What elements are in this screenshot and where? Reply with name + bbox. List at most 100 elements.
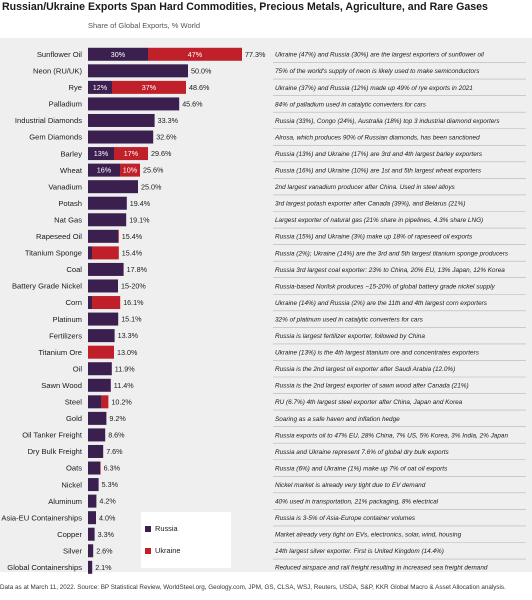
annotation-neon-ru-uk: 75% of the world's supply of neon is lik… — [275, 68, 480, 75]
bar-ukraine-titanium-sponge — [92, 246, 119, 260]
category-label-battery-grade-nickel: Battery Grade Nickel — [12, 282, 82, 291]
annotation-industrial-diamonds: Russia (33%), Congo (24%), Australia (18… — [275, 118, 500, 125]
bar-russia-sunflower-oil — [88, 47, 148, 61]
bar-russia-fertilizers — [88, 329, 115, 343]
category-label-nickel: Nickel — [61, 480, 82, 489]
value-label-dry-bulk-freight: 7.6% — [106, 447, 123, 456]
segment-label-ukraine-barley: 17% — [124, 149, 139, 158]
annotation-vanadium: 2nd largest vanadium producer after Chin… — [274, 184, 456, 191]
bar-ukraine-titanium-ore — [88, 345, 114, 359]
legend-item-russia: Russia — [145, 524, 178, 533]
category-label-oil-tanker-freight: Oil Tanker Freight — [22, 431, 83, 440]
bar-russia-palladium — [88, 97, 180, 111]
chart-subtitle: Share of Global Exports, % World — [88, 21, 200, 30]
category-label-titanium-ore: Titanium Ore — [38, 348, 82, 357]
bar-russia-vanadium — [88, 180, 138, 194]
category-label-nat-gas: Nat Gas — [54, 215, 82, 224]
bar-ukraine-corn — [92, 296, 121, 310]
bar-russia-oil — [88, 362, 112, 376]
bar-russia-gold — [88, 411, 107, 425]
annotation-titanium-sponge: Russia (2%); Ukraine (14%) are the 3rd a… — [275, 250, 509, 257]
bar-russia-potash — [88, 196, 127, 210]
bar-russia-silver — [88, 544, 94, 558]
value-label-neon-ru-uk: 50.0% — [191, 66, 212, 75]
value-label-coal: 17.8% — [127, 265, 148, 274]
annotation-sawn-wood: Russia is the 2nd largest exporter of sa… — [275, 383, 469, 390]
bar-ukraine-oats — [100, 461, 101, 475]
category-label-titanium-sponge: Titanium Sponge — [25, 249, 82, 258]
bar-russia-coal — [88, 262, 124, 276]
annotation-oil-tanker-freight: Russia exports oil to 47% EU, 28% China,… — [275, 432, 508, 439]
value-label-copper: 3.3% — [98, 530, 115, 539]
chart-title: Russian/Ukraine Exports Span Hard Commod… — [2, 1, 488, 13]
bar-russia-gem-diamonds — [88, 130, 154, 144]
annotation-copper: Market already very tight on EVs, electr… — [275, 532, 462, 539]
value-label-nickel: 5.3% — [102, 480, 119, 489]
value-label-industrial-diamonds: 33.3% — [158, 116, 179, 125]
value-label-oats: 6.3% — [104, 464, 121, 473]
category-label-sunflower-oil: Sunflower Oil — [37, 50, 82, 59]
category-label-rye: Rye — [68, 83, 82, 92]
annotation-corn: Ukraine (14%) and Russia (2%) are the 11… — [275, 300, 488, 307]
value-label-potash: 19.4% — [130, 199, 151, 208]
annotation-gold: Soaring as a safe haven and inflation he… — [275, 416, 400, 423]
category-label-oil: Oil — [73, 364, 83, 373]
value-label-silver: 2.6% — [96, 546, 113, 555]
bar-russia-rapeseed-oil — [88, 229, 118, 243]
segment-label-ukraine-sunflower-oil: 47% — [188, 50, 203, 59]
bar-russia-asia-eu-containerships — [88, 511, 96, 525]
category-label-silver: Silver — [63, 546, 82, 555]
annotation-silver: 14th largest silver exporter. First is U… — [275, 548, 444, 555]
bar-russia-industrial-diamonds — [88, 113, 155, 127]
bar-russia-steel — [88, 395, 102, 409]
category-label-fertilizers: Fertilizers — [49, 331, 82, 340]
value-label-global-containerships: 2.1% — [95, 563, 112, 572]
category-label-gold: Gold — [66, 414, 82, 423]
annotation-asia-eu-containerships: Russia is 3-5% of Asia-Europe container … — [275, 515, 416, 522]
bar-russia-neon-ru-uk — [88, 64, 188, 78]
annotation-rye: Ukraine (37%) and Russia (12%) made up 4… — [275, 85, 473, 92]
bar-russia-sawn-wood — [88, 378, 111, 392]
category-label-platinum: Platinum — [52, 315, 82, 324]
legend-swatch-russia — [145, 525, 151, 532]
bar-ukraine-rapeseed-oil — [118, 229, 119, 243]
bar-russia-oil-tanker-freight — [88, 428, 106, 442]
annotation-global-containerships: Reduced airspace and rail freight result… — [275, 565, 488, 572]
segment-label-russia-barley: 13% — [94, 149, 109, 158]
footnote: Data as at March 11, 2022. Source: BP St… — [0, 584, 506, 591]
legend-label-ukraine: Ukraine — [155, 546, 181, 555]
category-label-rapeseed-oil: Rapeseed Oil — [36, 232, 82, 241]
category-label-palladium: Palladium — [49, 100, 82, 109]
bar-russia-wheat — [88, 163, 120, 177]
annotation-battery-grade-nickel: Russia-based Norilsk produces ~15-20% of… — [275, 283, 496, 290]
segment-label-ukraine-wheat: 10% — [123, 166, 138, 175]
annotation-barley: Russia (13%) and Ukraine (17%) are 3rd a… — [275, 151, 483, 158]
annotation-sunflower-oil: Ukraine (47%) and Russia (30%) are the l… — [275, 52, 484, 59]
value-label-gem-diamonds: 32.6% — [156, 133, 177, 142]
category-label-copper: Copper — [57, 530, 82, 539]
category-label-neon-ru-uk: Neon (RU/UK) — [33, 67, 82, 76]
annotation-platinum: 32% of platinum used in catalytic conver… — [275, 316, 424, 323]
value-label-rye: 48.6% — [189, 83, 210, 92]
bar-ukraine-wheat — [120, 163, 140, 177]
bar-russia-copper — [88, 527, 95, 541]
bar-russia-dry-bulk-freight — [88, 444, 104, 458]
value-label-aluminum: 4.2% — [99, 497, 116, 506]
value-label-barley: 29.6% — [151, 149, 172, 158]
bar-russia-titanium-sponge — [88, 246, 92, 260]
annotation-nickel: Nickel market is already very tight due … — [275, 482, 426, 489]
legend: Russia Ukraine — [141, 512, 231, 568]
bar-russia-global-containerships — [88, 560, 93, 574]
segment-label-russia-wheat: 16% — [97, 166, 112, 175]
bar-russia-aluminum — [88, 494, 97, 508]
category-label-barley: Barley — [60, 149, 82, 158]
legend-swatch-ukraine — [145, 547, 151, 554]
annotation-palladium: 84% of palladium used in catalytic conve… — [275, 101, 427, 108]
value-label-palladium: 45.6% — [182, 100, 203, 109]
value-label-sunflower-oil: 77.3% — [245, 50, 266, 59]
value-label-gold: 9.2% — [109, 414, 126, 423]
bar-russia-nat-gas — [88, 213, 127, 227]
segment-label-russia-rye: 12% — [93, 83, 108, 92]
bar-russia-nickel — [88, 478, 99, 492]
